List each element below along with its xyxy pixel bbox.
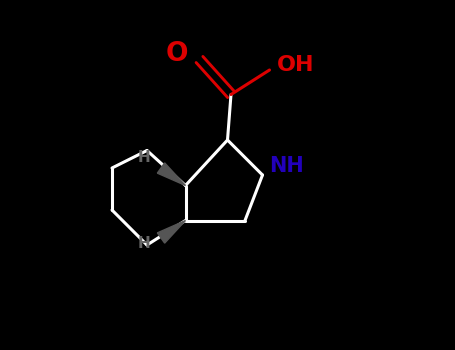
Text: NH: NH	[269, 156, 304, 176]
Polygon shape	[157, 163, 186, 186]
Polygon shape	[157, 220, 186, 243]
Text: H: H	[138, 236, 151, 251]
Text: OH: OH	[277, 55, 314, 75]
Text: H: H	[138, 150, 151, 165]
Text: O: O	[166, 41, 188, 67]
